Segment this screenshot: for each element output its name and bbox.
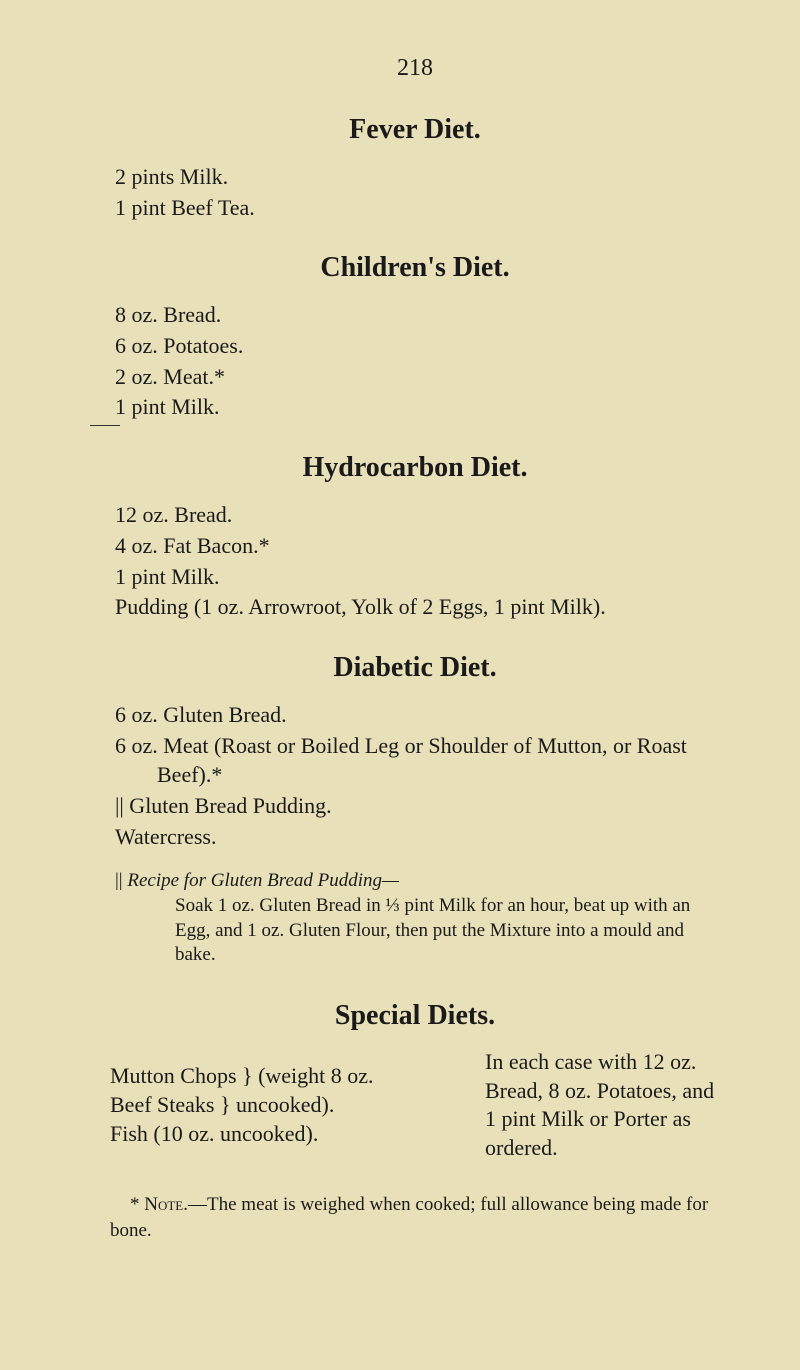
recipe-prefix: || <box>115 870 123 891</box>
recipe-section: || Recipe for Gluten Bread Pudding— Soak… <box>110 869 720 968</box>
list-item: 2 oz. Meat.* <box>115 362 720 392</box>
list-item: Beef Steaks } uncooked). <box>110 1091 480 1120</box>
list-item: Watercress. <box>115 822 720 852</box>
children-diet-list: 8 oz. Bread. 6 oz. Potatoes. 2 oz. Meat.… <box>110 300 720 422</box>
list-item: 8 oz. Bread. <box>115 300 720 330</box>
recipe-title: Recipe for Gluten Bread Pudding— <box>127 870 399 891</box>
hydrocarbon-diet-title: Hydrocarbon Diet. <box>110 452 720 484</box>
list-item: 1 pint Milk. <box>115 562 720 592</box>
diabetic-diet-title: Diabetic Diet. <box>110 652 720 684</box>
list-item: Pudding (1 oz. Arrowroot, Yolk of 2 Eggs… <box>170 592 720 622</box>
footnote-label: Note. <box>144 1194 188 1215</box>
diabetic-diet-list: 6 oz. Gluten Bread. 6 oz. Meat (Roast or… <box>110 700 720 851</box>
footnote: * Note.—The meat is weighed when cooked;… <box>110 1192 720 1243</box>
special-diets-right: In each case with 12 oz. Bread, 8 oz. Po… <box>480 1048 720 1162</box>
list-item: 6 oz. Meat (Roast or Boiled Leg or Shoul… <box>157 731 720 790</box>
list-item: 6 oz. Gluten Bread. <box>115 700 720 730</box>
horizontal-rule <box>90 425 120 426</box>
footnote-marker: * <box>130 1194 140 1215</box>
fever-diet-title: Fever Diet. <box>110 114 720 146</box>
list-item: 12 oz. Bread. <box>115 500 720 530</box>
special-diets-content: Mutton Chops } (weight 8 oz. Beef Steaks… <box>110 1048 720 1162</box>
list-item: Fish (10 oz. uncooked). <box>110 1120 480 1149</box>
list-item: 1 pint Beef Tea. <box>115 193 720 223</box>
list-item: 6 oz. Potatoes. <box>115 331 720 361</box>
list-item: Mutton Chops } (weight 8 oz. <box>110 1062 480 1091</box>
list-item: 4 oz. Fat Bacon.* <box>115 531 720 561</box>
list-item: 1 pint Milk. <box>115 392 720 422</box>
page-number: 218 <box>110 55 720 82</box>
fever-diet-list: 2 pints Milk. 1 pint Beef Tea. <box>110 162 720 222</box>
special-diets-title: Special Diets. <box>110 1000 720 1032</box>
children-diet-title: Children's Diet. <box>110 252 720 284</box>
hydrocarbon-diet-list: 12 oz. Bread. 4 oz. Fat Bacon.* 1 pint M… <box>110 500 720 622</box>
recipe-body: Soak 1 oz. Gluten Bread in ⅓ pint Milk f… <box>115 894 720 968</box>
list-item: || Gluten Bread Pudding. <box>115 791 720 821</box>
special-diets-left: Mutton Chops } (weight 8 oz. Beef Steaks… <box>110 1062 480 1148</box>
footnote-text: —The meat is weighed when cooked; full a… <box>110 1194 708 1241</box>
list-item: 2 pints Milk. <box>115 162 720 192</box>
